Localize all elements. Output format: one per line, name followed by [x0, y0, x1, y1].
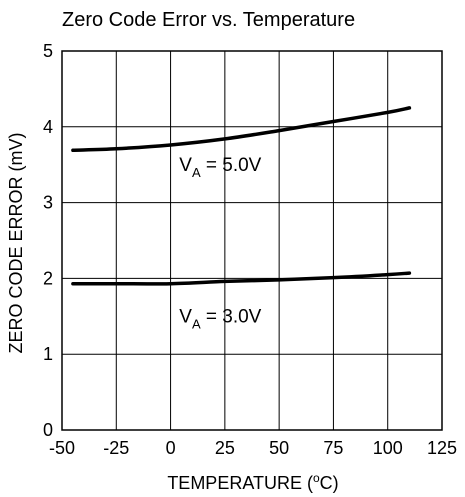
plot-frame: [61, 50, 443, 431]
series-line-1: [71, 106, 412, 153]
series-group: [71, 106, 412, 286]
x-tick-label: -50: [49, 438, 75, 458]
y-tick-label: 0: [43, 420, 53, 440]
x-tick-label: -25: [103, 438, 129, 458]
y-tick-label: 2: [43, 268, 53, 288]
annotation-symbol: V: [179, 306, 192, 327]
y-tick-label: 4: [43, 117, 53, 137]
x-axis-label-text: TEMPERATURE (: [167, 473, 313, 493]
grid: [61, 50, 443, 431]
y-tick-label: 3: [43, 193, 53, 213]
tick-labels: -50 -25 0 25 50 75 100 125 0 1 2 3 4 5: [43, 41, 457, 458]
x-tick-label: 25: [215, 438, 235, 458]
series-annotation-2: VA = 3.0V: [179, 306, 261, 331]
annotation-value: = 5.0V: [201, 155, 262, 176]
series-line-2: [71, 271, 412, 286]
y-tick-label: 5: [43, 41, 53, 61]
x-tick-label: 100: [373, 438, 403, 458]
x-tick-label: 0: [166, 438, 176, 458]
x-axis-label-unit: C): [320, 473, 339, 493]
x-tick-label: 75: [323, 438, 343, 458]
x-axis-label-degree: o: [313, 471, 320, 485]
x-tick-label: 50: [269, 438, 289, 458]
series-annotation-1: VA = 5.0V: [179, 155, 261, 180]
y-axis-label: ZERO CODE ERROR (mV): [6, 132, 26, 353]
annotation-symbol: V: [179, 155, 192, 176]
chart-title: Zero Code Error vs. Temperature: [62, 9, 355, 31]
annotation-subscript: A: [192, 316, 201, 331]
y-tick-label: 1: [43, 344, 53, 364]
annotation-value: = 3.0V: [201, 306, 262, 327]
x-tick-label: 125: [427, 438, 457, 458]
annotation-subscript: A: [192, 165, 201, 180]
x-axis-label: TEMPERATURE (oC): [167, 471, 338, 493]
